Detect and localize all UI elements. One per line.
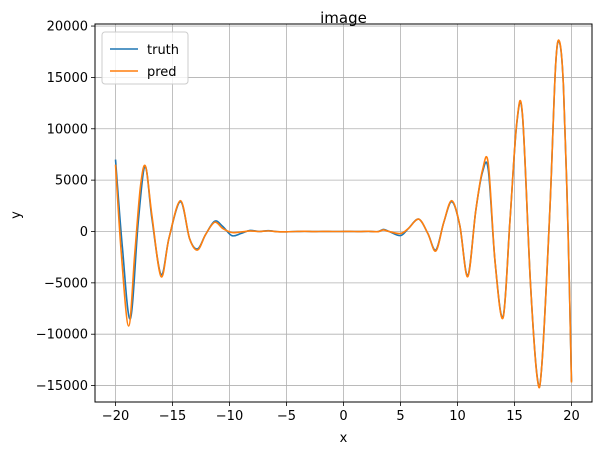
y-tick-label: 0	[80, 225, 88, 240]
x-tick-label: 0	[339, 409, 347, 424]
x-tick-label: 10	[449, 409, 466, 424]
y-tick-label: 10000	[47, 122, 88, 137]
x-tick-label: 15	[506, 409, 523, 424]
y-axis-label: y	[9, 211, 24, 219]
x-axis-label: x	[340, 431, 348, 446]
x-tick-label: 20	[563, 409, 580, 424]
y-tick-label: 20000	[47, 20, 88, 35]
y-tick-label: −10000	[36, 328, 88, 343]
x-tick-label: −20	[102, 409, 129, 424]
legend-label-truth: truth	[147, 43, 179, 58]
x-axis-ticks: −20 −15 −10 −5 0 5 10 15 20	[102, 402, 580, 424]
x-tick-label: −10	[216, 409, 243, 424]
y-tick-label: 5000	[55, 174, 88, 189]
y-tick-label: −5000	[44, 276, 88, 291]
x-tick-label: 5	[396, 409, 404, 424]
legend: truth pred	[101, 31, 189, 85]
chart-title: image	[320, 9, 367, 27]
y-tick-label: −15000	[36, 379, 88, 394]
series-line-pred	[114, 39, 573, 389]
legend-label-pred: pred	[147, 65, 177, 80]
y-tick-label: 15000	[47, 71, 88, 86]
grid-lines	[95, 24, 592, 402]
x-tick-label: −5	[277, 409, 296, 424]
x-tick-label: −15	[159, 409, 186, 424]
plot-area	[114, 39, 573, 389]
y-axis-ticks: −15000 −10000 −5000 0 5000 10000 15000 20000	[36, 20, 95, 394]
